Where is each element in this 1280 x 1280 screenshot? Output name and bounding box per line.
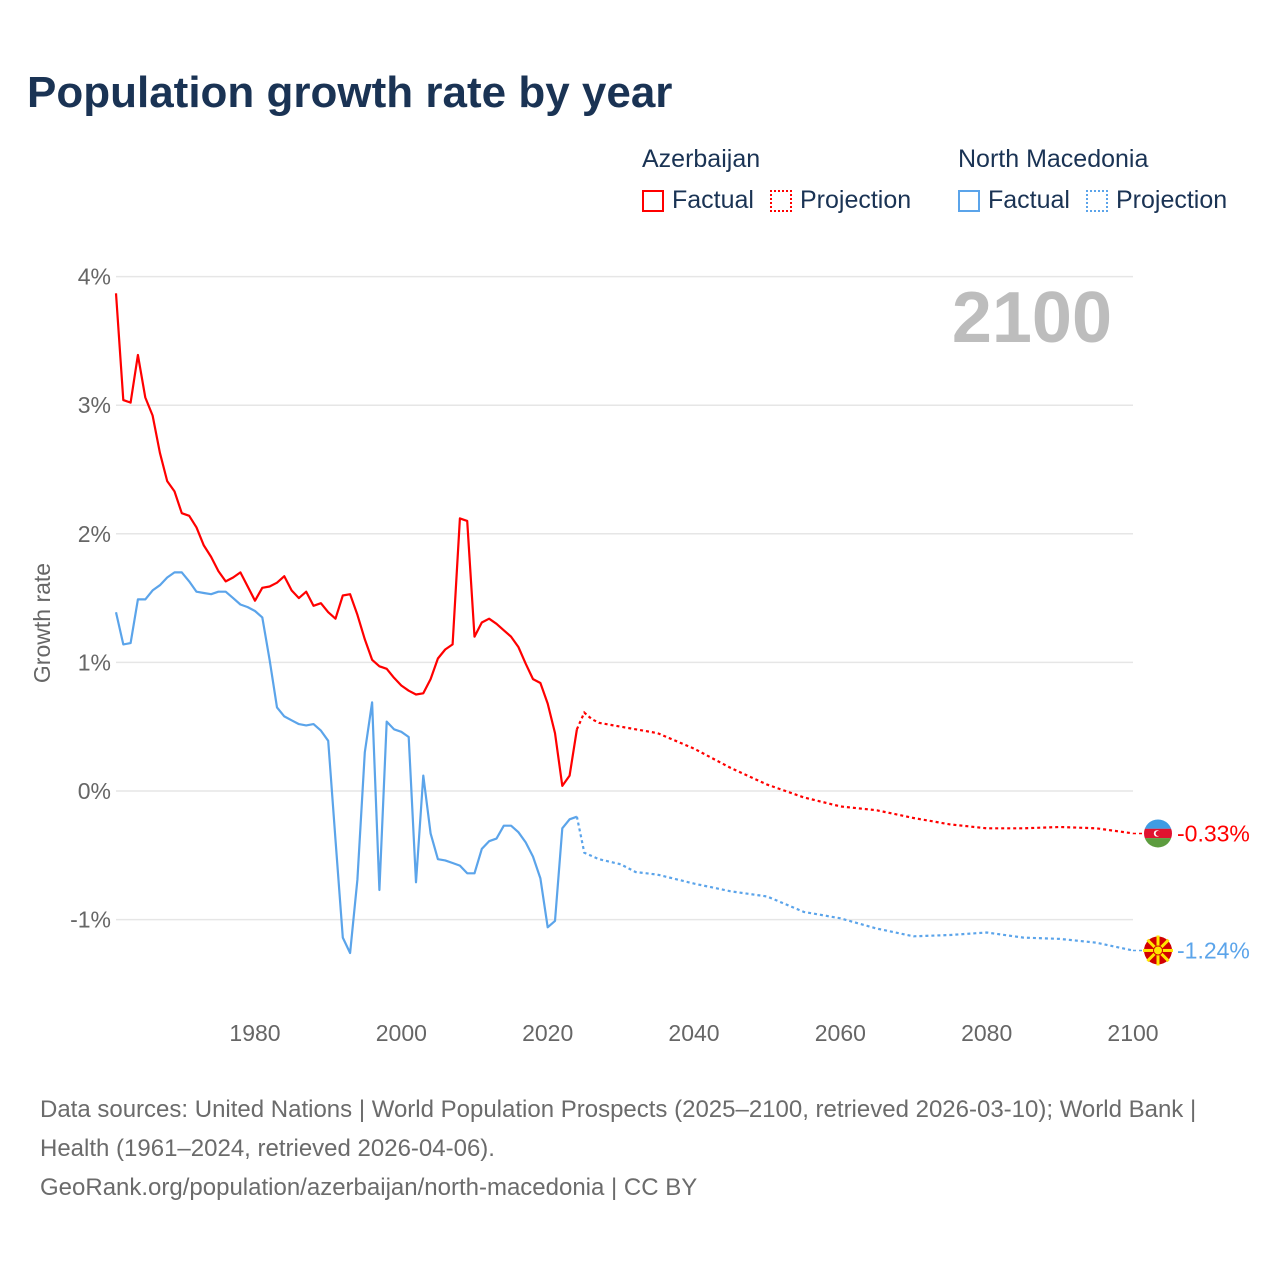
x-tick-label: 2020 (522, 1020, 573, 1046)
x-tick-label: 2100 (1107, 1020, 1158, 1046)
y-tick-label: 0% (78, 778, 111, 804)
legend-label: Projection (1115, 186, 1228, 214)
sun (1153, 945, 1163, 956)
legend-item-projection[interactable]: Projection (1085, 186, 1228, 215)
legend-swatch-dotted (1085, 189, 1108, 212)
y-tick-label: 2% (78, 521, 111, 547)
x-tick-label: 2040 (668, 1020, 719, 1046)
year-overlay: 2100 (952, 278, 1112, 358)
y-tick-label: -1% (70, 907, 111, 933)
legend-swatch-solid (958, 189, 980, 212)
legend-azerbaijan: Azerbaijan Factual Projection (642, 145, 927, 215)
legend-item-factual[interactable]: Factual (958, 186, 1070, 215)
chart-title: Population growth rate by year (27, 68, 673, 117)
legend-item-factual[interactable]: Factual (642, 186, 754, 215)
legend-swatch-solid (642, 189, 664, 212)
north-macedonia-flag-icon (1143, 935, 1173, 966)
legend-label: Factual (988, 186, 1070, 214)
y-tick-label: 3% (78, 392, 111, 418)
north-macedonia-factual-line (114, 571, 578, 955)
legend-label: Factual (672, 186, 754, 214)
y-tick-label: 1% (78, 649, 111, 675)
x-tick-label: 2060 (815, 1020, 866, 1046)
footer: Data sources: United Nations | World Pop… (40, 1090, 1240, 1207)
legend-group-name: Azerbaijan (642, 145, 761, 173)
attribution-link[interactable]: GeoRank.org/population/azerbaijan/north-… (40, 1174, 698, 1201)
x-tick-label: 1980 (229, 1020, 280, 1046)
line-chart: 4% 3% 2% 1% 0% -1% 1980 2000 2020 2040 2060 2080 210… (29, 264, 1250, 1046)
north-macedonia-projection-line (575, 816, 1134, 952)
legend-group-name: North Macedonia (958, 145, 1149, 173)
crescent-cut (1155, 830, 1161, 837)
legend-label: Projection (799, 186, 912, 214)
flag-stripe (1144, 819, 1172, 829)
x-tick-label: 2080 (961, 1020, 1012, 1046)
x-tick-label: 2000 (376, 1020, 427, 1046)
legend-item-projection[interactable]: Projection (769, 186, 912, 215)
legend-north-macedonia: North Macedonia Factual Projection (958, 145, 1243, 215)
azerbaijan-factual-line (114, 293, 578, 788)
y-axis-label: Growth rate (29, 563, 55, 683)
y-tick-label: 4% (78, 264, 111, 290)
azerbaijan-projection-line (575, 710, 1134, 835)
azerbaijan-flag-icon (1144, 819, 1172, 848)
legend-swatch-dotted (769, 189, 792, 212)
flag-stripe (1144, 838, 1172, 848)
end-value-label: -0.33% (1177, 820, 1250, 846)
data-sources: Data sources: United Nations | World Pop… (40, 1096, 1197, 1162)
end-value-label: -1.24% (1177, 937, 1250, 963)
